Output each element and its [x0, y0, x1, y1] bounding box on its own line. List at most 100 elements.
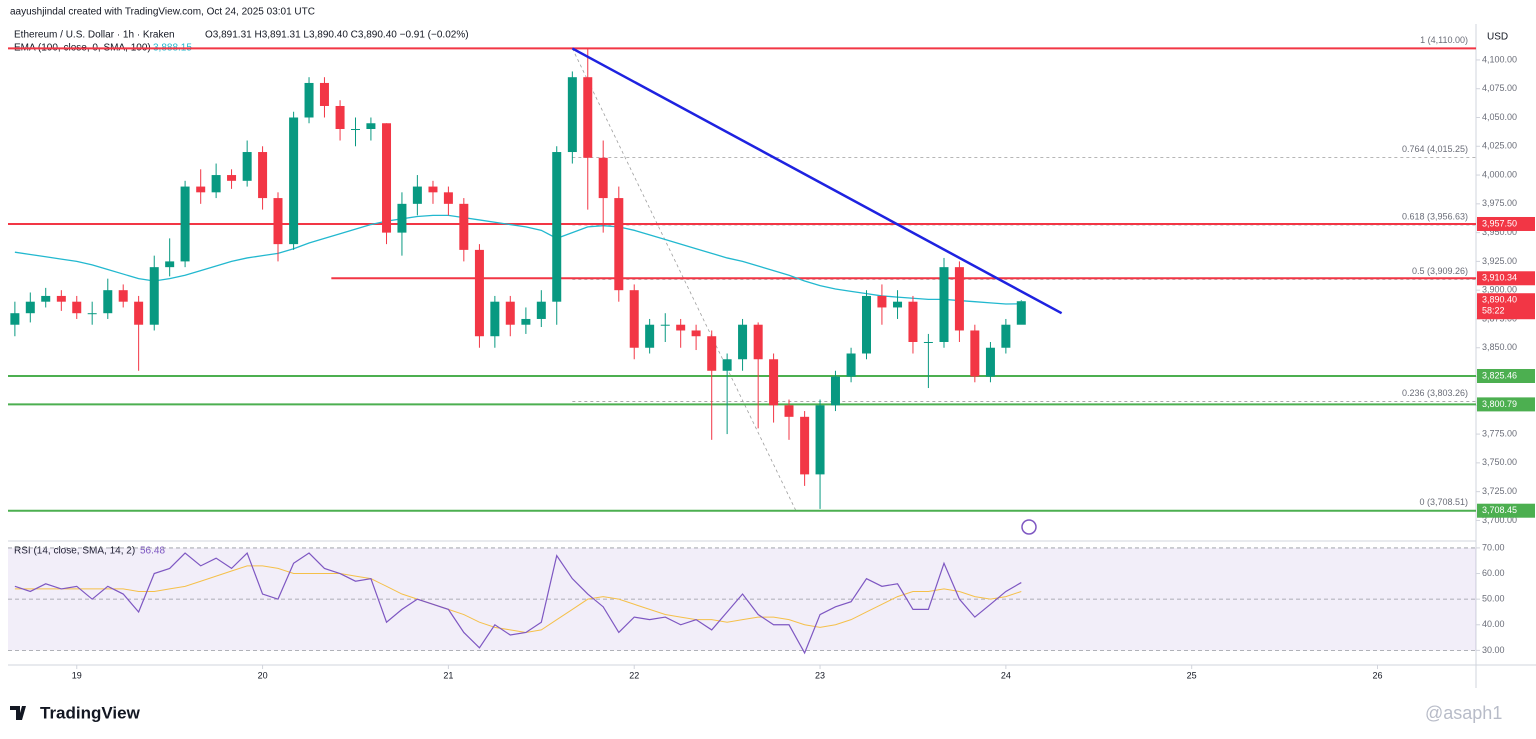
candle-body: [722, 359, 732, 371]
candle-body: [985, 347, 995, 377]
candle-body: [56, 295, 66, 302]
y-tick-label: 4,000.00: [1482, 169, 1517, 179]
candle-body: [536, 301, 546, 319]
candle-body: [428, 186, 438, 193]
candle-body: [242, 152, 252, 181]
fib-label: 1 (4,110.00): [1420, 35, 1468, 45]
candle-body: [954, 267, 964, 331]
price-tag-label: 3,910.34: [1482, 273, 1517, 283]
price-tag-label: 3,708.45: [1482, 505, 1517, 515]
candle-body: [691, 330, 701, 337]
candle-body: [490, 301, 500, 337]
candle-body: [970, 330, 980, 377]
logo-text: TradingView: [40, 703, 141, 722]
candle-body: [87, 313, 97, 315]
candle-body: [474, 249, 484, 337]
candle-body: [676, 324, 686, 331]
candle-body: [583, 77, 593, 158]
candle-body: [72, 301, 82, 314]
candle-body: [350, 129, 360, 131]
rsi-tick-label: 50.00: [1482, 594, 1505, 604]
candle-body: [180, 186, 190, 262]
x-tick-label: 26: [1373, 670, 1383, 680]
candle-body: [738, 324, 748, 360]
candle-body: [598, 157, 608, 199]
candle-body: [939, 267, 949, 342]
candle-body: [521, 318, 531, 325]
candle-body: [397, 203, 407, 233]
candle-body: [629, 290, 639, 348]
rsi-tick-label: 40.00: [1482, 619, 1505, 629]
price-tag-label: 3,825.46: [1482, 370, 1517, 380]
rsi-tick-label: 60.00: [1482, 568, 1505, 578]
candle-body: [227, 175, 237, 181]
x-tick-label: 19: [72, 670, 82, 680]
price-tag-label: 3,800.79: [1482, 399, 1517, 409]
candle-body: [443, 192, 453, 204]
candle-body: [877, 295, 887, 308]
candle-body: [908, 301, 918, 342]
fib-label: 0.618 (3,956.63): [1402, 211, 1468, 221]
candle-body: [1001, 324, 1011, 348]
y-tick-label: 3,900.00: [1482, 285, 1517, 295]
candle-body: [552, 152, 562, 302]
candle-body: [258, 152, 268, 199]
y-tick-label: 4,100.00: [1482, 54, 1517, 64]
y-tick-label: 3,925.00: [1482, 256, 1517, 266]
candle-body: [41, 295, 51, 302]
rsi-ma-line: [14, 565, 1022, 633]
candle-body: [769, 359, 779, 406]
ema-line: [14, 214, 1022, 305]
fib-label: 0.236 (3,803.26): [1402, 388, 1468, 398]
x-tick-label: 21: [443, 670, 453, 680]
rsi-tick-label: 30.00: [1482, 645, 1505, 655]
alert-icon: [1021, 519, 1037, 535]
candle-body: [815, 405, 825, 475]
x-tick-label: 24: [1001, 670, 1011, 680]
symbol: Ethereum / U.S. Dollar · 1h · Kraken: [14, 30, 175, 41]
candle-body: [784, 405, 794, 417]
candle-body: [660, 324, 670, 326]
last-price-tag: [1477, 293, 1535, 320]
trendline: [571, 47, 1063, 315]
price-tag: [1477, 503, 1535, 518]
rsi-label: RSI (14, close, SMA, 14, 2): [14, 546, 135, 557]
candle-body: [800, 416, 810, 475]
candle-body: [1016, 301, 1026, 325]
candle-body: [707, 336, 717, 371]
rsi-band: [8, 547, 1476, 651]
y-tick-label: 3,700.00: [1482, 515, 1517, 525]
y-tick-label: 4,025.00: [1482, 141, 1517, 151]
candle-body: [645, 324, 655, 348]
candle-body: [196, 186, 206, 193]
candle-body: [846, 353, 856, 377]
candle-body: [567, 77, 577, 153]
candle-body: [923, 341, 933, 343]
y-tick-label: 3,850.00: [1482, 342, 1517, 352]
price-tag: [1477, 397, 1535, 412]
candle-body: [830, 376, 840, 406]
fib-label: 0.5 (3,909.26): [1412, 266, 1468, 276]
candle-body: [335, 105, 345, 130]
rsi-value: 56.48: [140, 546, 165, 557]
candle-body: [304, 82, 314, 118]
fib-label: 0.764 (4,015.25): [1402, 144, 1468, 154]
y-tick-label: 4,050.00: [1482, 112, 1517, 122]
candle-body: [10, 313, 20, 325]
rsi-line: [14, 551, 1022, 655]
candle-body: [753, 324, 763, 360]
y-tick-label: 3,950.00: [1482, 227, 1517, 237]
logo-mark: [10, 706, 26, 720]
candle-body: [134, 301, 144, 325]
fib-diagonal: [571, 48, 797, 511]
candle-body: [382, 123, 392, 233]
last-price-label: 3,890.40: [1482, 295, 1517, 305]
price-tag: [1477, 271, 1535, 286]
y-tick-label: 3,750.00: [1482, 457, 1517, 467]
fib-label: 0 (3,708.51): [1419, 497, 1468, 507]
candle-body: [614, 198, 624, 291]
x-tick-label: 25: [1187, 670, 1197, 680]
candle-body: [25, 301, 35, 314]
